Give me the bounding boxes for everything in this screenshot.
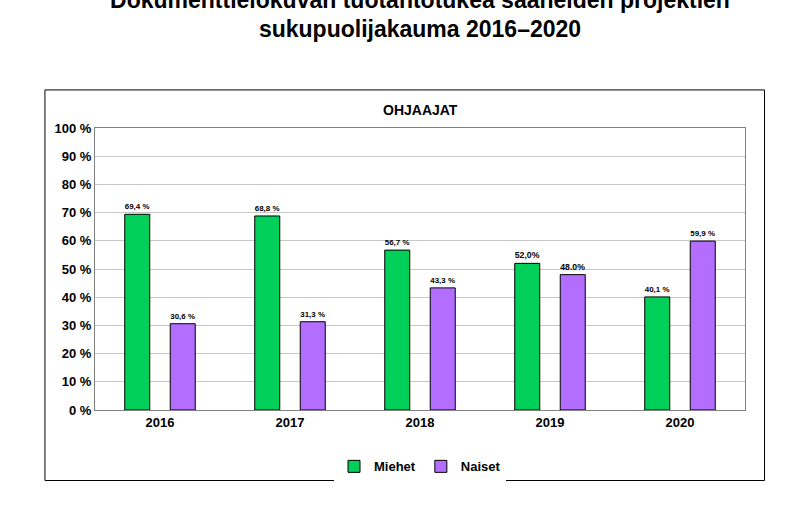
svg-text:56,7 %: 56,7 %: [385, 238, 410, 247]
svg-text:30 %: 30 %: [62, 318, 92, 333]
svg-text:2019: 2019: [536, 415, 565, 430]
svg-text:2016: 2016: [146, 415, 175, 430]
svg-text:20 %: 20 %: [62, 346, 92, 361]
svg-text:68,8 %: 68,8 %: [255, 204, 280, 213]
svg-text:43,3 %: 43,3 %: [430, 276, 455, 285]
svg-text:60 %: 60 %: [62, 233, 92, 248]
svg-text:69,4 %: 69,4 %: [125, 202, 150, 211]
svg-text:0 %: 0 %: [69, 403, 92, 418]
svg-text:40 %: 40 %: [62, 290, 92, 305]
svg-text:50 %: 50 %: [62, 262, 92, 277]
svg-text:90 %: 90 %: [62, 149, 92, 164]
svg-text:2020: 2020: [666, 415, 695, 430]
svg-text:Dokumenttielokuvan tuotantotuk: Dokumenttielokuvan tuotantotukea saaneid…: [110, 0, 730, 42]
svg-text:48.0%: 48.0%: [560, 262, 585, 272]
svg-text:31,3 %: 31,3 %: [300, 310, 325, 319]
svg-text:10 %: 10 %: [62, 374, 92, 389]
svg-text:OHJAAJAT: OHJAAJAT: [383, 102, 458, 118]
svg-text:40,1 %: 40,1 %: [645, 285, 670, 294]
svg-text:70 %: 70 %: [62, 205, 92, 220]
svg-text:2017: 2017: [276, 415, 305, 430]
svg-text:80 %: 80 %: [62, 177, 92, 192]
svg-text:52,0%: 52,0%: [515, 250, 540, 260]
svg-text:Miehet: Miehet: [374, 459, 416, 474]
svg-text:30,6 %: 30,6 %: [170, 312, 195, 321]
svg-text:Naiset: Naiset: [461, 459, 501, 474]
svg-text:59,9 %: 59,9 %: [690, 229, 715, 238]
svg-text:2018: 2018: [406, 415, 435, 430]
svg-text:100 %: 100 %: [55, 121, 92, 136]
